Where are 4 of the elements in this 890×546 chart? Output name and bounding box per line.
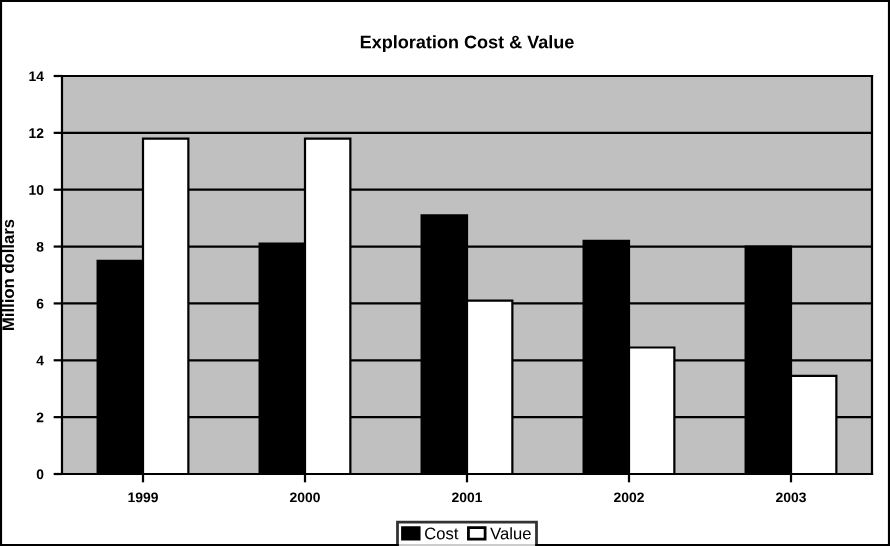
legend-label: Cost xyxy=(425,527,459,540)
chart-title: Exploration Cost & Value xyxy=(360,35,574,52)
y-axis-title: Million dollars xyxy=(1,219,15,330)
legend-label: Value xyxy=(490,527,531,540)
